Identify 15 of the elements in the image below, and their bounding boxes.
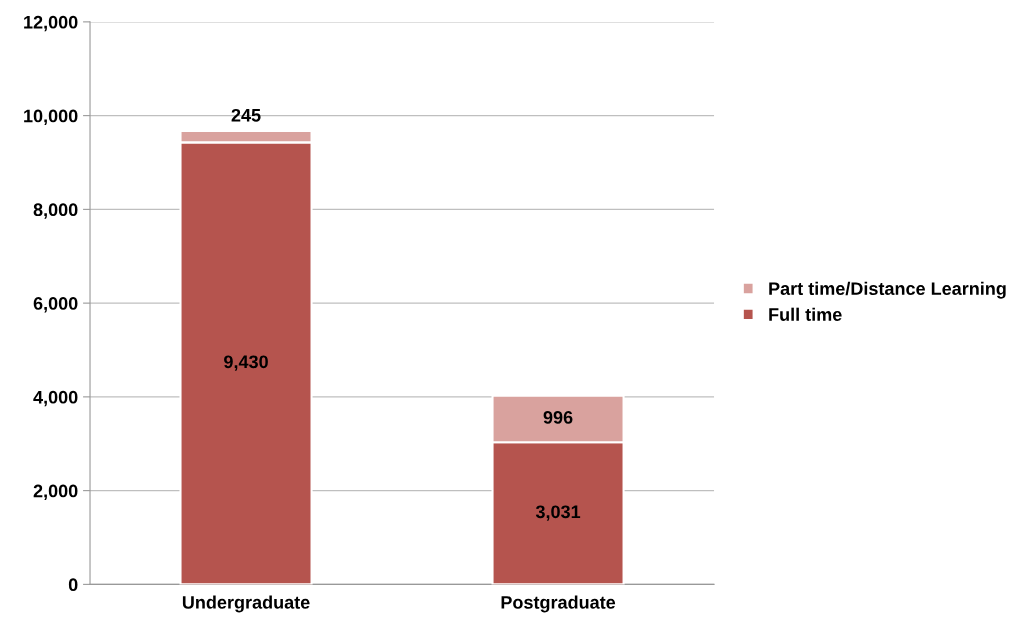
- data-label: 3,031: [535, 505, 581, 521]
- data-label: 245: [231, 108, 261, 122]
- y-tick-label: 8,000: [33, 203, 78, 219]
- y-tick-label: 12,000: [24, 15, 78, 32]
- y-tick-label: 6,000: [33, 297, 78, 313]
- y-tick-label: 2,000: [33, 484, 78, 500]
- y-tick-label: 0: [68, 578, 78, 592]
- y-tick-label: 10,000: [24, 109, 78, 125]
- legend-label: Part time/Distance Learning: [769, 281, 1006, 299]
- data-label: 996: [543, 411, 573, 424]
- x-tick-label: Undergraduate: [182, 595, 310, 613]
- x-tick-label: Postgraduate: [501, 595, 616, 613]
- legend-label: Full time: [769, 307, 842, 321]
- data-label: 9,430: [224, 355, 268, 371]
- y-tick-label: 4,000: [33, 390, 78, 407]
